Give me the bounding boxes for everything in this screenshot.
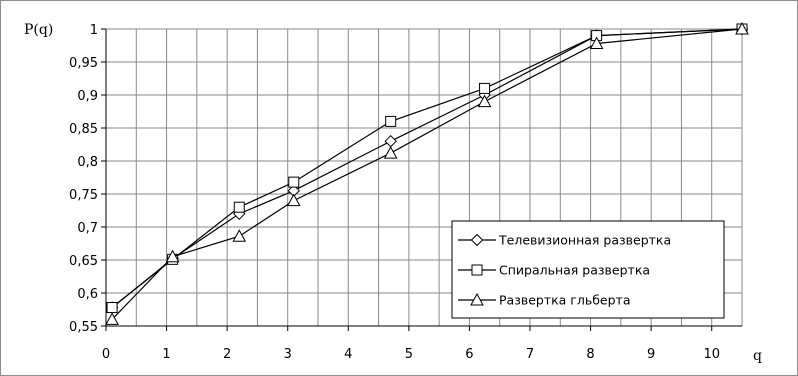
legend-label: Телевизионная развертка — [498, 233, 671, 248]
data-point — [106, 302, 118, 314]
series-line — [111, 28, 743, 320]
data-point — [384, 134, 397, 148]
data-point — [383, 146, 398, 159]
data-point — [479, 82, 491, 94]
legend-label: Спиральная развертка — [499, 263, 650, 278]
series-triangle — [105, 21, 749, 325]
legend: Телевизионная развертка Спиральная развер… — [451, 220, 725, 319]
series-line — [111, 28, 743, 308]
x-tick-label: 5 — [405, 347, 413, 362]
y-tick-label: 0,7 — [77, 221, 98, 236]
data-point — [165, 249, 180, 263]
legend-item: Спиральная развертка — [458, 263, 650, 278]
data-point — [477, 94, 492, 108]
x-tick-label: 3 — [284, 347, 292, 362]
legend-marker — [471, 264, 483, 276]
data-point — [385, 115, 397, 127]
y-tick-label: 0,6 — [77, 287, 98, 302]
y-tick-label: 0,95 — [69, 56, 98, 71]
legend-label: Развертка гльберта — [499, 293, 631, 308]
legend-item: Телевизионная развертка — [458, 233, 671, 248]
legend-item: Развертка гльберта — [458, 293, 631, 308]
y-tick-label: 0,8 — [77, 155, 98, 170]
y-tick-label: 0,55 — [69, 320, 98, 335]
x-tick-label: 4 — [344, 347, 352, 362]
y-axis-title: P(q) — [24, 22, 53, 38]
legend-box — [451, 220, 725, 319]
data-point — [589, 36, 604, 50]
x-tick-label: 6 — [465, 347, 473, 362]
y-tick-label: 0,65 — [69, 254, 98, 269]
axes — [101, 28, 742, 331]
y-tick-labels: 0,55 0,6 0,65 0,7 0,75 0,8 0,85 0,9 0,95 1 — [69, 23, 98, 335]
x-tick-label: 10 — [703, 347, 720, 362]
data-point — [233, 201, 245, 213]
data-point — [232, 229, 247, 242]
data-point — [105, 312, 119, 325]
grid — [106, 28, 743, 326]
series-layer — [105, 21, 749, 325]
x-tick-label: 2 — [223, 347, 231, 362]
y-tick-label: 0,75 — [69, 188, 98, 203]
x-tick-label: 8 — [586, 347, 594, 362]
data-point — [286, 193, 301, 207]
x-tick-labels: 0 1 2 3 4 5 6 7 8 9 10 — [102, 347, 720, 362]
y-tick-label: 0,85 — [69, 122, 98, 137]
x-tick-label: 7 — [526, 347, 534, 362]
x-tick-label: 0 — [102, 347, 110, 362]
legend-marker — [470, 233, 484, 247]
y-tick-label: 1 — [90, 23, 98, 38]
data-point — [288, 176, 300, 188]
y-tick-label: 0,9 — [77, 89, 98, 104]
legend-marker — [470, 292, 484, 306]
x-axis-title: q — [753, 348, 762, 364]
x-tick-label: 1 — [162, 347, 170, 362]
x-tick-label: 9 — [647, 347, 655, 362]
data-point — [735, 21, 749, 35]
